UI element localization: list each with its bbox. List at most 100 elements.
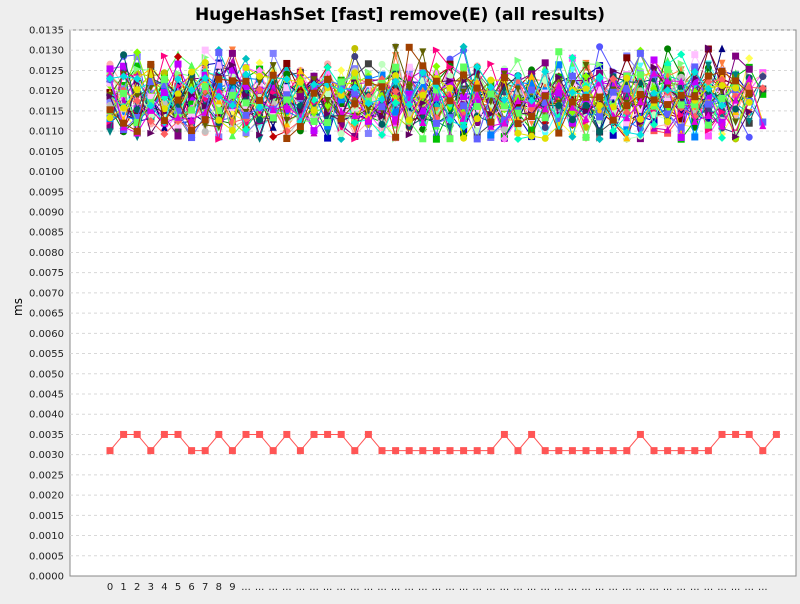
data-point <box>419 62 427 70</box>
data-point <box>718 82 726 90</box>
data-point <box>677 59 686 67</box>
data-point <box>487 122 495 130</box>
data-point <box>337 430 345 438</box>
x-tick-label: 3 <box>148 582 154 593</box>
x-tick-label: ... <box>676 582 686 593</box>
data-point <box>622 108 631 117</box>
data-point <box>487 110 495 118</box>
data-point <box>215 116 223 124</box>
y-tick-label: 0.0020 <box>29 491 64 502</box>
x-tick-label: 7 <box>202 582 208 593</box>
data-point <box>133 48 142 57</box>
data-point <box>255 66 264 75</box>
data-point <box>718 59 726 68</box>
data-point <box>364 68 373 76</box>
data-point <box>677 447 685 455</box>
data-point <box>215 107 223 115</box>
x-tick-label: ... <box>404 582 414 593</box>
data-point <box>759 447 767 455</box>
data-point <box>160 430 168 438</box>
data-point <box>473 78 481 86</box>
data-point <box>460 63 468 71</box>
data-point <box>446 63 454 71</box>
data-point <box>324 128 332 137</box>
data-point <box>514 96 522 105</box>
data-point <box>745 89 753 97</box>
data-point <box>664 447 672 455</box>
x-tick-label: ... <box>649 582 659 593</box>
data-point <box>582 72 590 81</box>
data-point <box>201 46 209 54</box>
y-tick-label: 0.0040 <box>29 410 64 421</box>
data-point <box>596 85 604 93</box>
data-point <box>664 118 672 126</box>
y-tick-label: 0.0045 <box>29 390 64 401</box>
data-point <box>282 75 291 84</box>
data-point <box>201 74 210 83</box>
data-point <box>296 66 304 75</box>
data-point <box>188 93 196 101</box>
data-point <box>405 63 413 71</box>
data-point <box>500 102 508 110</box>
data-point <box>704 117 712 125</box>
data-point <box>324 430 332 438</box>
data-point <box>419 447 427 455</box>
data-point <box>745 108 754 116</box>
data-point <box>133 109 141 117</box>
data-point <box>324 110 332 118</box>
data-point <box>160 130 169 139</box>
data-point <box>459 122 468 131</box>
x-tick-label: ... <box>459 582 469 593</box>
data-point <box>215 75 223 83</box>
y-tick-label: 0.0065 <box>29 309 64 320</box>
data-point <box>528 72 536 80</box>
data-point <box>215 87 223 95</box>
data-point <box>188 110 196 118</box>
data-point <box>528 126 536 134</box>
data-point <box>555 117 563 125</box>
data-point <box>568 72 576 80</box>
data-point <box>732 105 740 113</box>
data-point <box>133 119 141 127</box>
data-point <box>555 48 563 56</box>
data-point <box>160 88 168 96</box>
data-point <box>596 43 604 51</box>
data-point <box>650 447 658 455</box>
x-tick-label: 6 <box>188 582 194 593</box>
data-point <box>188 61 196 70</box>
data-point <box>555 61 563 69</box>
data-point <box>541 114 549 122</box>
data-point <box>663 60 672 69</box>
data-point <box>677 115 685 123</box>
x-tick-label: ... <box>377 582 387 593</box>
data-point <box>677 77 685 85</box>
data-point <box>405 43 413 51</box>
data-point <box>500 95 509 104</box>
data-point <box>337 86 346 95</box>
data-point <box>174 52 182 61</box>
data-point <box>541 67 550 76</box>
data-point <box>446 447 454 455</box>
data-point <box>473 447 481 455</box>
data-point <box>664 77 672 85</box>
data-point <box>582 85 590 93</box>
data-point <box>133 65 142 73</box>
data-point <box>609 116 617 124</box>
data-point <box>256 116 264 124</box>
data-point <box>364 60 372 68</box>
data-point <box>650 89 658 98</box>
data-point <box>732 133 740 141</box>
data-point <box>405 90 413 98</box>
data-point <box>147 60 155 68</box>
data-point <box>568 116 576 124</box>
data-point <box>147 78 155 86</box>
data-point <box>582 77 590 85</box>
data-point <box>555 73 563 81</box>
data-point <box>691 117 699 125</box>
data-point <box>623 113 631 122</box>
data-point <box>296 123 304 131</box>
data-point <box>677 91 685 99</box>
data-point <box>568 447 576 455</box>
data-point <box>242 125 250 134</box>
data-point <box>269 123 277 131</box>
